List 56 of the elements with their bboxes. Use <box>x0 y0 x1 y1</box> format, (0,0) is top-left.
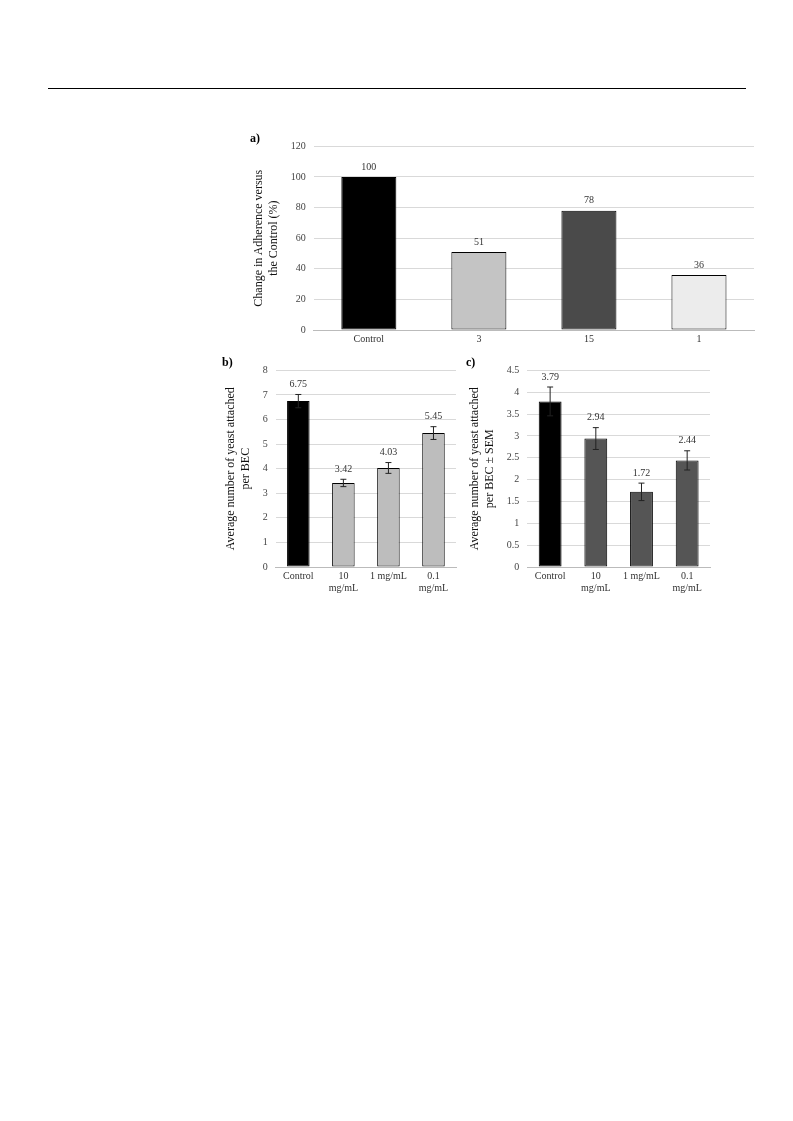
data-label: 51 <box>473 235 484 247</box>
x-tick-label: 0.1 mg/mL <box>418 569 449 593</box>
x-tick-label: 10 mg/mL <box>328 569 359 593</box>
x-tick-label: 15 <box>583 332 594 344</box>
data-label: 5.45 <box>424 410 443 422</box>
data-label: 1.72 <box>632 466 651 478</box>
y-tick-label: 0.5 <box>506 538 520 550</box>
y-tick-label: 60 <box>295 231 306 243</box>
y-tick-label: 4 <box>514 385 520 397</box>
data-label: 3.79 <box>541 370 559 382</box>
x-tick-label: Control <box>353 332 385 344</box>
y-tick-label: 1.5 <box>506 495 520 507</box>
chart-title: a) <box>250 131 260 146</box>
data-label: 36 <box>693 258 704 270</box>
x-tick-label: 10 mg/mL <box>581 569 611 593</box>
x-tick-label: 1 <box>696 332 702 344</box>
y-tick-label: 5 <box>262 437 268 449</box>
y-axis-title: Average number of yeast attached per BEC ± SEM <box>467 387 496 551</box>
y-tick-label: 0 <box>300 323 306 335</box>
y-tick-label: 4 <box>262 462 268 474</box>
y-tick-label: 20 <box>295 293 306 305</box>
chart-title: b) <box>222 355 233 370</box>
data-label: 78 <box>583 194 594 206</box>
chart-title: c) <box>466 355 476 370</box>
y-tick-label: 40 <box>295 262 306 274</box>
y-tick-label: 8 <box>262 364 268 376</box>
x-tick-label: 1 mg/mL <box>623 569 660 581</box>
y-tick-label: 7 <box>262 388 268 400</box>
y-tick-label: 1 <box>262 536 268 548</box>
y-tick-label: 0 <box>514 560 520 572</box>
y-tick-label: 1 <box>514 516 520 528</box>
data-label: 2.94 <box>587 411 605 423</box>
x-tick-label: 3 <box>476 332 482 344</box>
x-tick-label: 1 mg/mL <box>369 569 407 581</box>
y-tick-label: 120 <box>290 140 306 152</box>
data-label: 6.75 <box>289 378 308 390</box>
data-label: 3.42 <box>334 462 353 474</box>
y-tick-label: 100 <box>290 170 306 182</box>
data-label: 100 <box>361 160 377 172</box>
y-tick-label: 2 <box>514 473 520 485</box>
y-tick-label: 3.5 <box>506 407 520 419</box>
y-tick-label: 80 <box>295 201 306 213</box>
x-tick-label: Control <box>283 569 314 581</box>
y-axis-title: Average number of yeast attached per BEC <box>223 387 252 551</box>
y-tick-label: 0 <box>262 560 268 572</box>
data-label: 2.44 <box>678 434 696 446</box>
y-axis-title: Change in Adherence versus the Control (%) <box>251 169 280 307</box>
data-label: 4.03 <box>379 446 398 458</box>
y-tick-label: 2 <box>262 511 268 523</box>
y-tick-label: 4.5 <box>506 364 520 376</box>
y-tick-label: 6 <box>262 413 268 425</box>
y-tick-label: 2.5 <box>506 451 520 463</box>
y-tick-label: 3 <box>262 486 268 498</box>
x-tick-label: 0.1 mg/mL <box>672 569 702 593</box>
y-tick-label: 3 <box>514 429 520 441</box>
x-tick-label: Control <box>534 569 566 581</box>
